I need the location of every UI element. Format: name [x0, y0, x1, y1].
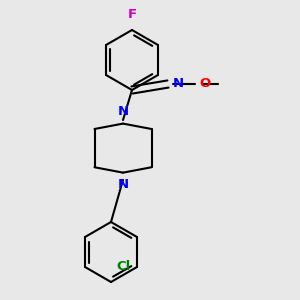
Text: F: F [128, 8, 136, 21]
Text: N: N [117, 106, 129, 118]
Text: N: N [172, 77, 184, 91]
Text: O: O [200, 77, 211, 91]
Text: Cl: Cl [117, 260, 131, 274]
Text: N: N [117, 178, 129, 191]
